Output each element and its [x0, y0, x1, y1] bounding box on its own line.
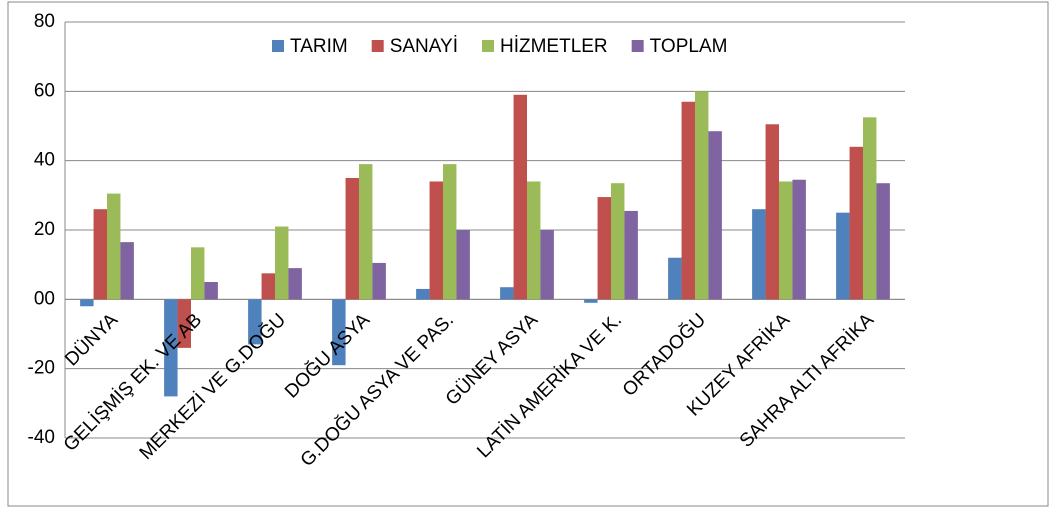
bar [191, 247, 205, 300]
bar [345, 178, 359, 300]
legend-swatch [631, 40, 644, 52]
y-tick-label: 40 [34, 150, 55, 171]
bar [779, 181, 793, 300]
bar [372, 262, 386, 300]
y-tick-label: 20 [34, 219, 55, 240]
bar [443, 164, 457, 300]
bar [752, 209, 766, 300]
bar [500, 287, 514, 300]
bar [695, 91, 709, 300]
bar [863, 117, 877, 300]
bar [248, 299, 262, 345]
bar [624, 210, 638, 300]
legend-label: TARIM [290, 36, 348, 57]
y-tick-label: -40 [28, 427, 55, 448]
bar [288, 268, 302, 300]
y-tick-label: 80 [34, 11, 55, 32]
bar [540, 230, 554, 300]
bar [597, 197, 611, 300]
bar [164, 299, 178, 397]
bar [708, 131, 722, 300]
bar [527, 181, 541, 300]
bar [876, 183, 890, 300]
bar [261, 273, 275, 300]
bar [584, 299, 598, 303]
bar [429, 181, 443, 300]
bar [93, 209, 107, 300]
bar [513, 94, 527, 300]
legend-swatch [481, 40, 494, 52]
bar [107, 193, 121, 300]
bar [204, 282, 218, 300]
bar [681, 101, 695, 300]
legend-label: HİZMETLER [500, 36, 608, 57]
bar [359, 164, 373, 300]
legend-swatch [272, 40, 284, 52]
bar [792, 179, 806, 300]
legend-label: SANAYİ [390, 36, 458, 57]
bar [668, 257, 682, 300]
bar [765, 124, 779, 300]
bar [456, 230, 470, 300]
bar [120, 242, 134, 300]
bar [836, 212, 850, 300]
bar [275, 226, 289, 300]
y-tick-label: 00 [34, 288, 55, 309]
bar [416, 288, 430, 300]
bar [80, 299, 94, 307]
legend-swatch [371, 40, 384, 52]
y-tick-label: 60 [34, 80, 55, 101]
bar [177, 299, 191, 348]
bar [611, 183, 625, 300]
bar [332, 299, 346, 366]
y-tick-label: -20 [28, 358, 55, 379]
bar [849, 146, 863, 300]
legend-label: TOPLAM [650, 36, 728, 57]
